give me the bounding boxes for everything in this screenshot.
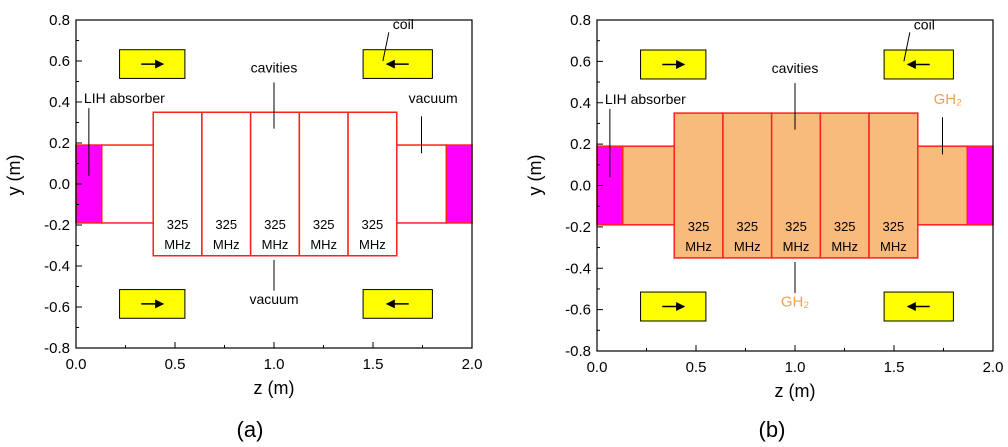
x-axis-title: z (m) [775, 381, 816, 401]
panel-label: (b) [759, 417, 786, 442]
side-medium-annotation: GH₂ [934, 91, 963, 108]
x-tick-label: 1.5 [884, 359, 905, 376]
right-beam-tube [396, 144, 448, 224]
y-tick-label: 0.4 [570, 95, 591, 112]
cavity-label-1: 325 MHz [685, 219, 712, 254]
coil-annotation: coil [393, 16, 414, 32]
y-tick-label: -0.6 [565, 302, 591, 319]
x-axis-title: z (m) [254, 378, 295, 398]
y-tick-label: -0.2 [565, 219, 591, 236]
panel-b: 325 MHz 325 MHz 325 MHz 325 MHz 325 MHz 0.0 0.5 1.0 1… [525, 12, 1003, 442]
cavity-label-3: 325 MHz [262, 217, 289, 252]
cavity-3 [249, 111, 301, 257]
coil-leader [382, 32, 390, 62]
x-tick-label: 0.5 [165, 356, 186, 373]
x-tick-label: 0.0 [66, 356, 87, 373]
cavity-2 [722, 112, 773, 259]
left-beam-tube [100, 144, 154, 224]
panel-a: 325 MHz 325 MHz 325 MHz 325 MHz 325 MHz 0.0 0.5 1.0 1… [4, 12, 482, 442]
cavity-1 [152, 111, 203, 257]
y-axis-title: y (m) [4, 155, 24, 196]
right-absorber [445, 144, 473, 224]
right-absorber [966, 145, 994, 226]
cavity-label-2: 325 MHz [734, 219, 761, 254]
absorber-annotation: LIH absorber [605, 91, 686, 107]
cavity-label-4: 325 MHz [310, 217, 337, 252]
y-tick-label: 0.8 [570, 12, 591, 29]
cavity-label-4: 325 MHz [831, 219, 858, 254]
y-tick-label: 0.6 [570, 53, 591, 70]
y-tick-label: 0.0 [570, 178, 591, 195]
y-tick-label: 0.8 [49, 12, 70, 29]
x-tick-label: 1.0 [785, 359, 806, 376]
y-tick-label: 0.2 [49, 135, 70, 152]
absorber-annotation: LIH absorber [84, 90, 165, 106]
coil-1 [119, 49, 186, 79]
y-tick-label: -0.8 [44, 340, 70, 357]
left-beam-tube [621, 145, 675, 226]
bottom-medium-annotation: GH₂ [781, 294, 810, 311]
panel-label: (a) [237, 417, 264, 442]
x-tick-label: 2.0 [462, 356, 483, 373]
y-tick-label: -0.4 [44, 258, 70, 275]
cavity-label-2: 325 MHz [213, 217, 240, 252]
cavity-2 [201, 111, 252, 257]
cavity-3 [770, 112, 822, 259]
y-tick-label: 0.4 [49, 94, 70, 111]
right-beam-tube [917, 145, 969, 226]
coil-annotation: coil [914, 16, 935, 32]
y-tick-label: -0.4 [565, 260, 591, 277]
bottom-medium-annotation: vacuum [249, 291, 298, 307]
cavity-label-5: 325 MHz [880, 219, 907, 254]
y-axis-title: y (m) [525, 155, 545, 196]
cavities-annotation: cavities [772, 60, 819, 76]
cavity-5 [347, 111, 398, 257]
y-tick-label: 0.6 [49, 53, 70, 70]
y-tick-label: 0.2 [570, 136, 591, 153]
y-tick-label: 0.0 [49, 176, 70, 193]
cavity-label-1: 325 MHz [164, 217, 191, 252]
x-tick-label: 0.5 [686, 359, 707, 376]
x-tick-label: 0.0 [587, 359, 608, 376]
coil-4 [362, 289, 433, 319]
cavity-label-3: 325 MHz [783, 219, 810, 254]
cavity-label-5: 325 MHz [359, 217, 386, 252]
x-tick-label: 1.0 [264, 356, 285, 373]
coil-3 [640, 291, 707, 322]
x-tick-label: 1.5 [363, 356, 384, 373]
cavity-4 [298, 111, 349, 257]
cavities-annotation: cavities [251, 59, 298, 75]
y-tick-label: -0.6 [44, 299, 70, 316]
side-medium-annotation: vacuum [409, 90, 458, 106]
coil-leader [903, 32, 911, 62]
coil-2 [362, 49, 433, 79]
cavity-4 [819, 112, 870, 259]
cavity-1 [673, 112, 724, 259]
y-tick-label: -0.8 [565, 343, 591, 360]
cavity-5 [868, 112, 919, 259]
y-tick-label: -0.2 [44, 217, 70, 234]
x-tick-label: 2.0 [983, 359, 1004, 376]
